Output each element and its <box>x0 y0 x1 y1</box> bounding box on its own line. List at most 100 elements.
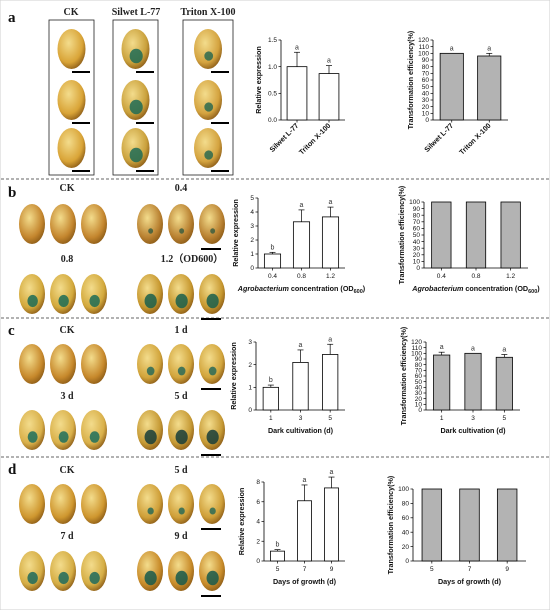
y-tick-label: 0.5 <box>268 91 277 98</box>
x-axis-label-part: ) <box>537 284 540 293</box>
photo-header: 5 d <box>174 391 188 402</box>
gus-stain <box>129 147 143 163</box>
y-tick-label: 0 <box>256 558 260 565</box>
category-label: 1.2 <box>326 273 335 280</box>
photo-header: 1.2（OD600） <box>161 252 224 265</box>
y-tick-label: 20 <box>413 252 421 259</box>
photo-header: 7 d <box>60 531 74 542</box>
panel-label-c: c <box>8 323 15 339</box>
x-axis-label: Days of growth (d) <box>438 577 502 586</box>
y-tick-label: 100 <box>411 351 422 358</box>
maize-seed <box>81 410 107 450</box>
bar <box>292 221 311 269</box>
significance-label: a <box>440 344 444 351</box>
photo-header: Triton X-100 <box>180 7 235 18</box>
maize-seed <box>57 80 86 120</box>
y-tick-label: 10 <box>422 111 430 118</box>
y-tick-label: 10 <box>415 402 423 409</box>
y-axis-label: Relative expression <box>237 488 246 556</box>
gus-stain <box>209 507 216 515</box>
bar <box>292 361 309 411</box>
category-label: 7 <box>303 566 307 573</box>
x-axis-label-part: 600 <box>354 289 363 295</box>
y-tick-label: 6 <box>256 499 260 506</box>
y-tick-label: 1 <box>248 385 252 392</box>
y-tick-label: 3 <box>248 339 252 346</box>
y-axis-label: Relative expression <box>231 199 240 267</box>
y-tick-label: 1 <box>250 251 254 258</box>
x-axis-label: Agrobacterium concentration (OD600) <box>237 284 366 295</box>
bar <box>439 52 464 121</box>
significance-label: a <box>487 45 491 52</box>
gus-stain <box>89 294 100 308</box>
maize-seed <box>50 551 76 591</box>
x-axis-label-part: concentration (OD <box>463 284 528 293</box>
gus-stain <box>175 570 188 586</box>
x-axis-label: Dark cultivation (d) <box>268 426 334 435</box>
bar <box>324 487 339 562</box>
y-tick-label: 100 <box>409 199 420 206</box>
chart-c-efficiency: 0102030405060708090100110120Transformati… <box>399 326 520 435</box>
photo-header: 5 d <box>174 465 188 476</box>
y-axis-label: Transformation efficiency(%) <box>386 475 395 574</box>
significance-label: b <box>276 542 280 549</box>
y-axis-label: Transformation efficiency(%) <box>399 326 408 425</box>
category-label: 9 <box>330 566 334 573</box>
gus-stain <box>204 102 214 112</box>
photo-header: 1 d <box>174 325 188 336</box>
maize-seed <box>50 274 76 314</box>
y-tick-label: 110 <box>412 345 423 352</box>
category-label: 7 <box>468 566 472 573</box>
bar <box>262 386 279 411</box>
y-tick-label: 90 <box>422 57 430 64</box>
y-tick-label: 8 <box>256 479 260 486</box>
y-tick-label: 2 <box>250 237 254 244</box>
y-tick-label: 4 <box>256 519 260 526</box>
significance-label: a <box>295 44 299 51</box>
photo-header: CK <box>60 325 75 336</box>
y-tick-label: 60 <box>415 373 423 380</box>
maize-seed <box>194 29 222 69</box>
gus-stain <box>178 507 185 515</box>
y-tick-label: 100 <box>418 51 429 58</box>
y-tick-label: 120 <box>418 37 429 44</box>
y-tick-label: 20 <box>402 544 410 551</box>
y-tick-label: 3 <box>250 223 254 230</box>
chart-d-expression: 0 2 4 6 8 Relative expression b 5 a 7 a 9 Days of gr… <box>237 469 345 586</box>
y-tick-label: 0 <box>416 265 420 272</box>
y-tick-label: 2 <box>248 362 252 369</box>
gus-stain <box>147 507 154 515</box>
maize-seed <box>199 204 225 244</box>
gus-stain <box>58 571 69 585</box>
bar <box>318 73 340 121</box>
x-axis-label-part: ) <box>363 284 366 293</box>
significance-label: b <box>271 244 275 251</box>
y-tick-label: 30 <box>415 390 423 397</box>
photo-header: 9 d <box>174 531 188 542</box>
bar <box>459 488 480 562</box>
maize-seed <box>137 204 163 244</box>
x-axis-label-part: 600 <box>528 289 537 295</box>
x-axis-label-part: Agrobacterium <box>237 284 290 293</box>
bar <box>465 201 487 269</box>
maize-seed <box>50 344 76 384</box>
gus-stain <box>27 571 38 585</box>
gus-stain <box>27 431 38 443</box>
y-tick-label: 70 <box>413 219 421 226</box>
bar <box>421 488 443 562</box>
bar <box>477 55 502 121</box>
maize-seed <box>81 551 107 591</box>
x-axis-label: Dark cultivation (d) <box>440 426 506 435</box>
bar <box>322 354 339 411</box>
significance-label: a <box>300 202 304 209</box>
significance-label: a <box>303 477 307 484</box>
gus-stain <box>206 570 219 586</box>
photo-header: CK <box>64 7 79 18</box>
gus-stain <box>208 366 217 376</box>
maize-seed <box>57 128 86 168</box>
gus-stain <box>129 99 143 115</box>
y-tick-label: 10 <box>413 259 421 266</box>
maize-seed <box>19 551 45 591</box>
y-tick-label: 0.0 <box>268 117 277 124</box>
